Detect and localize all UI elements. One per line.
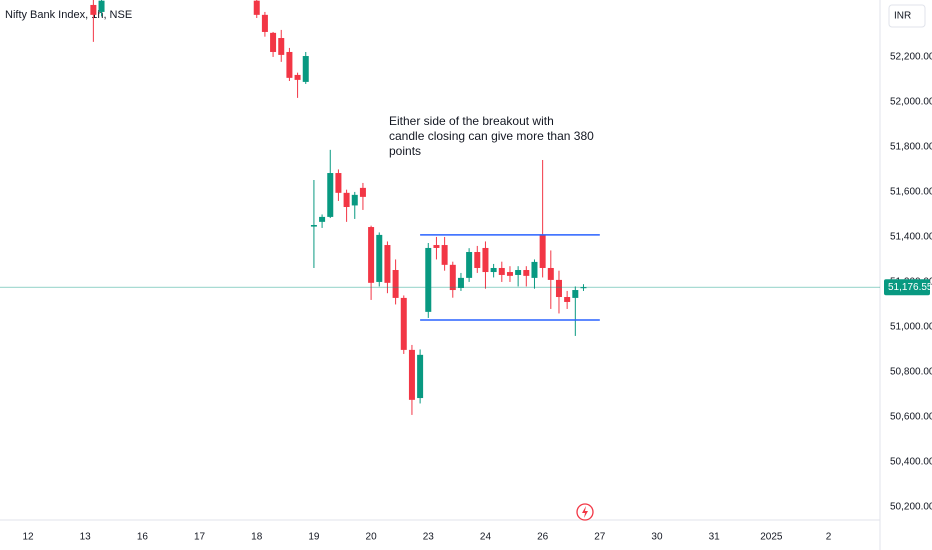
candle-body — [490, 267, 497, 273]
candle-body — [253, 0, 260, 15]
candle-body — [359, 187, 366, 197]
candle-body — [506, 272, 513, 276]
candle-body — [368, 227, 375, 283]
logo-icon — [576, 503, 594, 521]
y-tick-label: 50,600.00 — [890, 412, 932, 423]
y-tick-label: 51,800.00 — [890, 142, 932, 153]
candle-body — [343, 192, 350, 208]
y-tick-label: 50,400.00 — [890, 457, 932, 468]
y-tick-label: 52,000.00 — [890, 97, 932, 108]
candle-body — [417, 354, 424, 399]
x-tick-label: 27 — [594, 532, 606, 543]
x-tick-label: 31 — [709, 532, 721, 543]
candle-body — [564, 297, 571, 302]
x-tick-label: 23 — [423, 532, 435, 543]
candle-body — [400, 297, 407, 350]
candle-body — [515, 270, 522, 275]
candle-body — [302, 56, 309, 82]
y-tick-label: 52,200.00 — [890, 52, 932, 63]
candle-body — [547, 267, 554, 280]
candle-body — [466, 252, 473, 278]
candle-body — [531, 261, 538, 278]
y-tick-label: 51,600.00 — [890, 187, 932, 198]
candle-body — [572, 290, 579, 298]
candle-body — [433, 245, 440, 248]
candle-body — [319, 216, 326, 222]
candle-body — [441, 245, 448, 265]
x-tick-label: 2 — [826, 532, 832, 543]
candle-body — [384, 245, 391, 283]
candle-body — [523, 270, 530, 276]
y-tick-label: 51,400.00 — [890, 232, 932, 243]
last-price-badge — [884, 279, 930, 296]
candle-body — [335, 173, 342, 193]
candle-body — [327, 173, 334, 217]
x-tick-label: 2025 — [760, 532, 783, 543]
y-tick-label: 51,000.00 — [890, 322, 932, 333]
x-tick-label: 24 — [480, 532, 492, 543]
candle-body — [278, 38, 285, 55]
x-tick-label: 26 — [537, 532, 549, 543]
candle-body — [98, 0, 105, 12]
candle-body — [376, 234, 383, 282]
last-price-label: 51,176.55 — [888, 282, 932, 293]
candle-body — [261, 14, 268, 32]
candle-body — [449, 264, 456, 291]
currency-button[interactable] — [888, 4, 926, 28]
annotation-text: points — [389, 144, 421, 158]
x-tick-label: 17 — [194, 532, 206, 543]
candle-body — [351, 194, 358, 206]
candle-body — [498, 267, 505, 275]
candle-body — [425, 247, 432, 312]
candle-body — [474, 252, 481, 268]
candle-body — [408, 349, 415, 400]
x-tick-label: 20 — [366, 532, 378, 543]
candle-body — [555, 279, 562, 298]
candle-body — [286, 51, 293, 78]
annotation-text: Either side of the breakout with — [389, 114, 554, 128]
currency-label[interactable]: INR — [894, 11, 911, 22]
y-tick-label: 50,800.00 — [890, 367, 932, 378]
x-tick-label: 12 — [22, 532, 34, 543]
x-tick-label: 16 — [137, 532, 149, 543]
x-tick-label: 18 — [251, 532, 263, 543]
y-tick-label: 50,200.00 — [890, 502, 932, 513]
candle-body — [294, 74, 301, 80]
candle-body — [270, 32, 277, 52]
annotation-text: candle closing can give more than 380 — [389, 129, 594, 143]
candle-body — [90, 4, 97, 15]
candle-body — [482, 247, 489, 273]
candle-body — [392, 270, 399, 298]
chart-title: Nifty Bank Index, 1h, NSE — [5, 9, 132, 21]
candle-body — [580, 287, 587, 289]
candle-body — [310, 225, 317, 227]
candle-body — [457, 277, 464, 289]
x-tick-label: 19 — [308, 532, 320, 543]
candle-body — [539, 234, 546, 268]
x-tick-label: 13 — [80, 532, 92, 543]
x-tick-label: 30 — [651, 532, 663, 543]
